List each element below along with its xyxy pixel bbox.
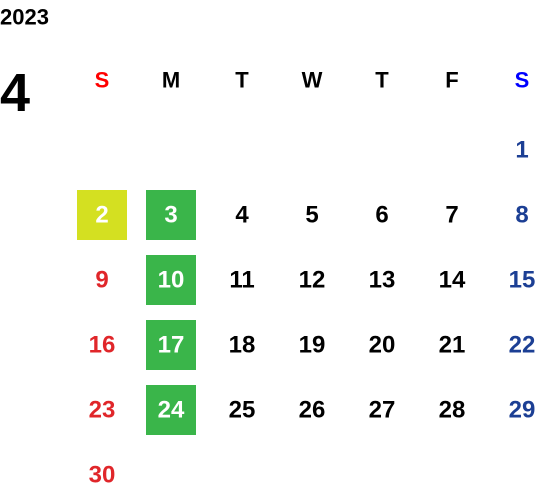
weekday-header: S (515, 68, 530, 93)
date: 20 (369, 332, 396, 359)
date: 19 (299, 332, 326, 359)
date: 14 (439, 267, 466, 294)
date: 2 (95, 202, 108, 229)
year: 2023 (0, 5, 49, 30)
date: 29 (509, 397, 536, 424)
date: 11 (229, 267, 254, 294)
date: 30 (89, 462, 116, 489)
date: 21 (439, 332, 466, 359)
highlight (77, 190, 127, 240)
date: 13 (369, 267, 396, 294)
date: 23 (89, 397, 116, 424)
highlight (146, 385, 196, 435)
weekday-header: M (162, 68, 180, 93)
date: 15 (509, 267, 536, 294)
date: 5 (305, 202, 318, 229)
date: 12 (299, 267, 326, 294)
weekday-header: S (95, 68, 110, 93)
date: 9 (95, 267, 108, 294)
date: 26 (299, 397, 326, 424)
weekday-header: T (235, 68, 249, 93)
date: 24 (158, 397, 185, 424)
weekday-header: T (375, 68, 389, 93)
date: 7 (445, 202, 458, 229)
date: 4 (235, 202, 249, 229)
highlight (146, 255, 196, 305)
date: 27 (369, 397, 396, 424)
weekday-header: W (302, 68, 323, 93)
date: 8 (515, 202, 528, 229)
date: 18 (229, 332, 256, 359)
date: 1 (515, 137, 528, 164)
date: 3 (164, 202, 177, 229)
date: 25 (229, 397, 256, 424)
date: 6 (375, 202, 388, 229)
highlight (146, 190, 196, 240)
date: 16 (89, 332, 116, 359)
highlight (146, 320, 196, 370)
date: 17 (158, 332, 185, 359)
date: 10 (158, 267, 185, 294)
date: 28 (439, 397, 466, 424)
date: 22 (509, 332, 536, 359)
weekday-header: F (445, 68, 458, 93)
month: 4 (0, 63, 30, 123)
